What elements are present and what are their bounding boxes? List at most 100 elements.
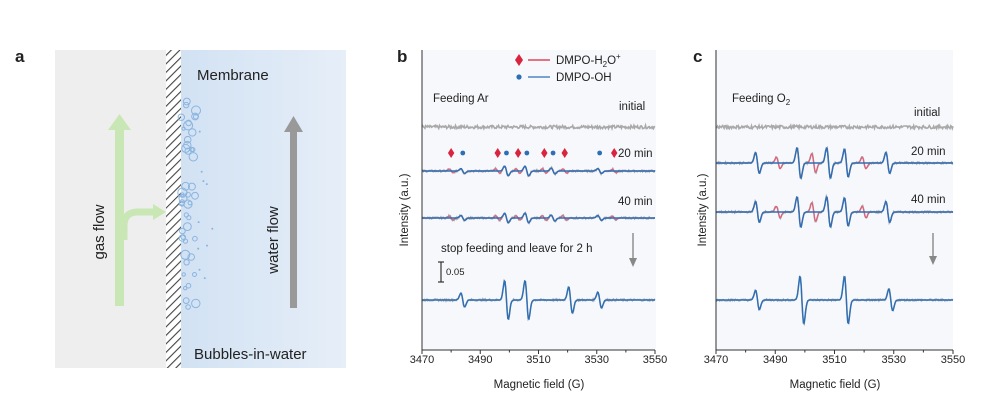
panel-c-traces — [715, 122, 954, 327]
bubble — [197, 221, 200, 224]
panel-b-scale-value: 0.05 — [446, 267, 465, 278]
panel-b-axes: 3470 3490 3510 3530 3550 — [410, 50, 667, 366]
bubble — [179, 227, 186, 235]
x-tick-label: 3510 — [822, 354, 846, 366]
bubble — [191, 105, 201, 116]
panel-c-axes: 3470 3490 3510 3530 3550 — [704, 50, 965, 366]
marker-diamond — [447, 148, 455, 158]
bubble — [182, 97, 191, 106]
panel-c-xlabel: Magnetic field (G) — [790, 379, 881, 391]
spectrum-fit-oh-c-1 — [716, 147, 953, 179]
bubble — [183, 120, 194, 131]
panel-c: c Feeding O2 initial 20 min 40 min 3470 3… — [693, 47, 965, 391]
bubble — [183, 286, 188, 291]
gas-flow-arrow — [108, 114, 166, 306]
bubble — [177, 187, 188, 198]
marker-dot — [524, 150, 530, 156]
spectrum-fit-oh-b-1 — [422, 165, 655, 177]
membrane-label: Membrane — [197, 67, 269, 84]
bubble — [180, 249, 191, 260]
bubble — [185, 304, 191, 310]
water-side — [180, 50, 346, 368]
panel-c-down-arrow — [929, 233, 937, 265]
x-tick-label: 3490 — [468, 354, 492, 366]
bubble — [190, 147, 196, 153]
bubble — [198, 268, 201, 271]
marker-diamond — [561, 148, 568, 158]
marker-dot — [460, 150, 466, 156]
panel-b-stop-note: stop feeding and leave for 2 h — [441, 243, 593, 255]
legend-item-h2o: DMPO-H2O+ — [515, 52, 621, 69]
bubble — [206, 244, 208, 247]
panel-c-ylabel: Intensity (a.u.) — [697, 173, 709, 246]
bubble — [182, 297, 190, 305]
bubble — [177, 113, 186, 121]
bubble — [178, 199, 186, 206]
panel-c-label-40min: 40 min — [911, 194, 946, 206]
bubble — [183, 212, 189, 218]
marker-diamond — [541, 148, 548, 158]
bubble — [188, 128, 197, 137]
panel-b-condition: Feeding Ar — [433, 93, 489, 105]
panel-b-label-40min: 40 min — [618, 196, 653, 208]
legend-label-h2o: DMPO-H2O+ — [556, 52, 621, 69]
spectrum-fit-oh-b-2 — [422, 212, 655, 224]
x-tick-label: 3530 — [585, 354, 609, 366]
spectrum-fit-oh-c-3 — [716, 275, 953, 325]
bubbles — [177, 97, 214, 310]
bubble — [202, 180, 205, 183]
panel-a-letter: a — [15, 47, 25, 66]
bubble — [191, 191, 199, 200]
spectrum-raw-c-0 — [715, 122, 954, 132]
panel-c-label-20min: 20 min — [911, 146, 946, 158]
bubble — [183, 222, 192, 232]
bubble — [187, 253, 195, 261]
bubble — [183, 101, 190, 109]
bubble — [198, 130, 201, 133]
bubble — [192, 235, 198, 242]
panel-b: b Feeding Ar initial 20 min 40 min stop … — [397, 47, 667, 391]
legend-item-oh: DMPO-OH — [516, 72, 612, 84]
marker-dot — [550, 150, 556, 156]
x-tick-label: 3490 — [763, 354, 787, 366]
marker-diamond — [611, 148, 618, 158]
x-tick-label: 3550 — [643, 354, 667, 366]
panel-b-label-20min: 20 min — [618, 148, 653, 160]
bubble — [211, 227, 214, 230]
panel-b-xlabel: Magnetic field (G) — [494, 379, 585, 391]
gas-flow-label: gas flow — [91, 204, 108, 259]
marker-dot — [504, 150, 509, 156]
x-tick-label: 3510 — [526, 354, 550, 366]
bubble — [187, 182, 196, 191]
bubble — [191, 298, 201, 309]
bubble — [181, 272, 186, 277]
bubble — [185, 282, 192, 289]
bubble — [193, 113, 199, 120]
x-tick-label: 3550 — [941, 354, 965, 366]
spectrum-fit-oh-b-3 — [422, 279, 655, 321]
bubble — [181, 143, 191, 153]
water-flow-label: water flow — [265, 206, 282, 275]
membrane — [166, 50, 181, 368]
bubble — [203, 277, 206, 280]
bubble — [192, 272, 197, 277]
bubble — [185, 119, 192, 127]
bubble — [185, 191, 191, 198]
panel-b-letter: b — [397, 47, 407, 66]
water-flow-arrow — [284, 116, 303, 308]
bubble — [181, 126, 186, 131]
marker-dot — [597, 150, 603, 156]
bubble — [188, 152, 199, 162]
marker-diamond — [514, 148, 522, 158]
legend-dot-icon — [516, 74, 522, 80]
x-tick-label: 3470 — [410, 354, 434, 366]
bubble — [197, 247, 200, 250]
legend: DMPO-H2O+ DMPO-OH — [515, 52, 621, 84]
x-tick-label: 3470 — [704, 354, 728, 366]
panel-c-label-initial: initial — [914, 107, 940, 119]
bubble — [181, 181, 191, 191]
bubble — [205, 183, 208, 186]
bubbles-label: Bubbles-in-water — [194, 346, 307, 363]
panel-b-label-initial: initial — [619, 101, 645, 113]
